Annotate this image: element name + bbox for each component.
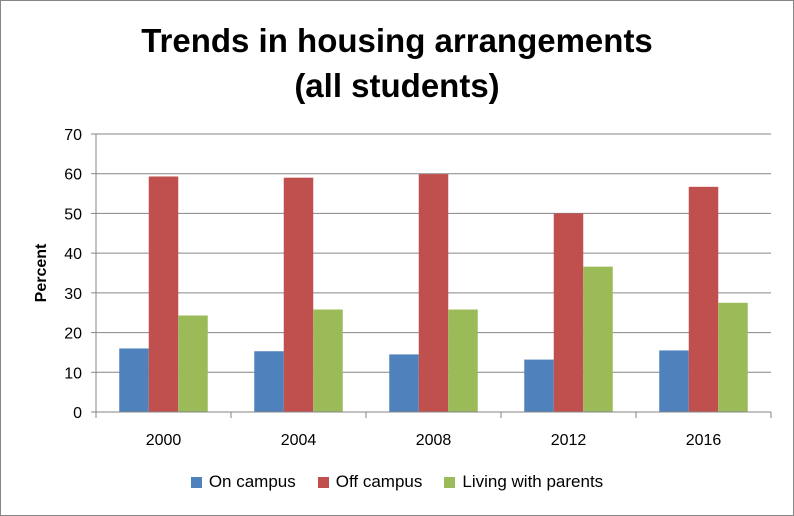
y-tick-label: 50 xyxy=(64,206,82,223)
legend-label: Off campus xyxy=(335,472,423,491)
legend-swatch xyxy=(317,476,329,488)
legend-item: Off campus xyxy=(317,472,423,492)
bar-living-with-parents-2004 xyxy=(313,309,343,412)
bar-on-campus-2004 xyxy=(254,351,284,412)
y-axis-label: Percent xyxy=(33,243,50,302)
x-tick-labels: 2000 2004 2008 2012 2016 xyxy=(146,432,722,449)
bar-on-campus-2008 xyxy=(389,354,419,412)
chart-title: Trends in housing arrangements (all stud… xyxy=(0,18,794,108)
bar-living-with-parents-2000 xyxy=(178,315,208,412)
y-tick-label: 20 xyxy=(64,326,82,343)
y-tick-label: 0 xyxy=(73,405,82,422)
x-tick-label: 2012 xyxy=(551,432,587,449)
bar-off-campus-2012 xyxy=(553,213,584,412)
legend-item: Living with parents xyxy=(444,472,603,492)
bar-on-campus-2016 xyxy=(659,350,689,412)
bar-living-with-parents-2016 xyxy=(718,302,748,412)
legend-swatch xyxy=(444,476,456,488)
bar-on-campus-2012 xyxy=(524,359,554,412)
x-tick-label: 2000 xyxy=(146,432,182,449)
legend: On campus Off campus Living with parents xyxy=(0,472,794,492)
bar-living-with-parents-2008 xyxy=(448,309,478,412)
legend-label: Living with parents xyxy=(462,472,604,491)
x-tick-label: 2016 xyxy=(686,432,722,449)
axes xyxy=(95,134,772,418)
y-tick-label: 40 xyxy=(64,246,82,263)
chart-title-line-2: (all students) xyxy=(294,67,500,104)
bar-off-campus-2004 xyxy=(283,177,314,412)
y-tick-label: 70 xyxy=(64,127,82,144)
bars xyxy=(119,174,748,412)
legend-item: On campus xyxy=(190,472,296,492)
bar-living-with-parents-2012 xyxy=(583,266,613,412)
bar-on-campus-2000 xyxy=(119,348,149,412)
x-tick-label: 2004 xyxy=(281,432,317,449)
bar-off-campus-2016 xyxy=(688,186,719,412)
bar-off-campus-2000 xyxy=(148,176,179,412)
y-tick-label: 10 xyxy=(64,365,82,382)
y-tick-label: 30 xyxy=(64,286,82,303)
bar-off-campus-2008 xyxy=(418,174,449,412)
legend-label: On campus xyxy=(208,472,296,491)
y-tick-label: 60 xyxy=(64,167,82,184)
y-tick-labels: 0 10 20 30 40 50 60 70 xyxy=(64,127,82,422)
chart-title-line-1: Trends in housing arrangements xyxy=(141,22,653,59)
x-tick-label: 2008 xyxy=(416,432,452,449)
legend-swatch xyxy=(190,476,202,488)
